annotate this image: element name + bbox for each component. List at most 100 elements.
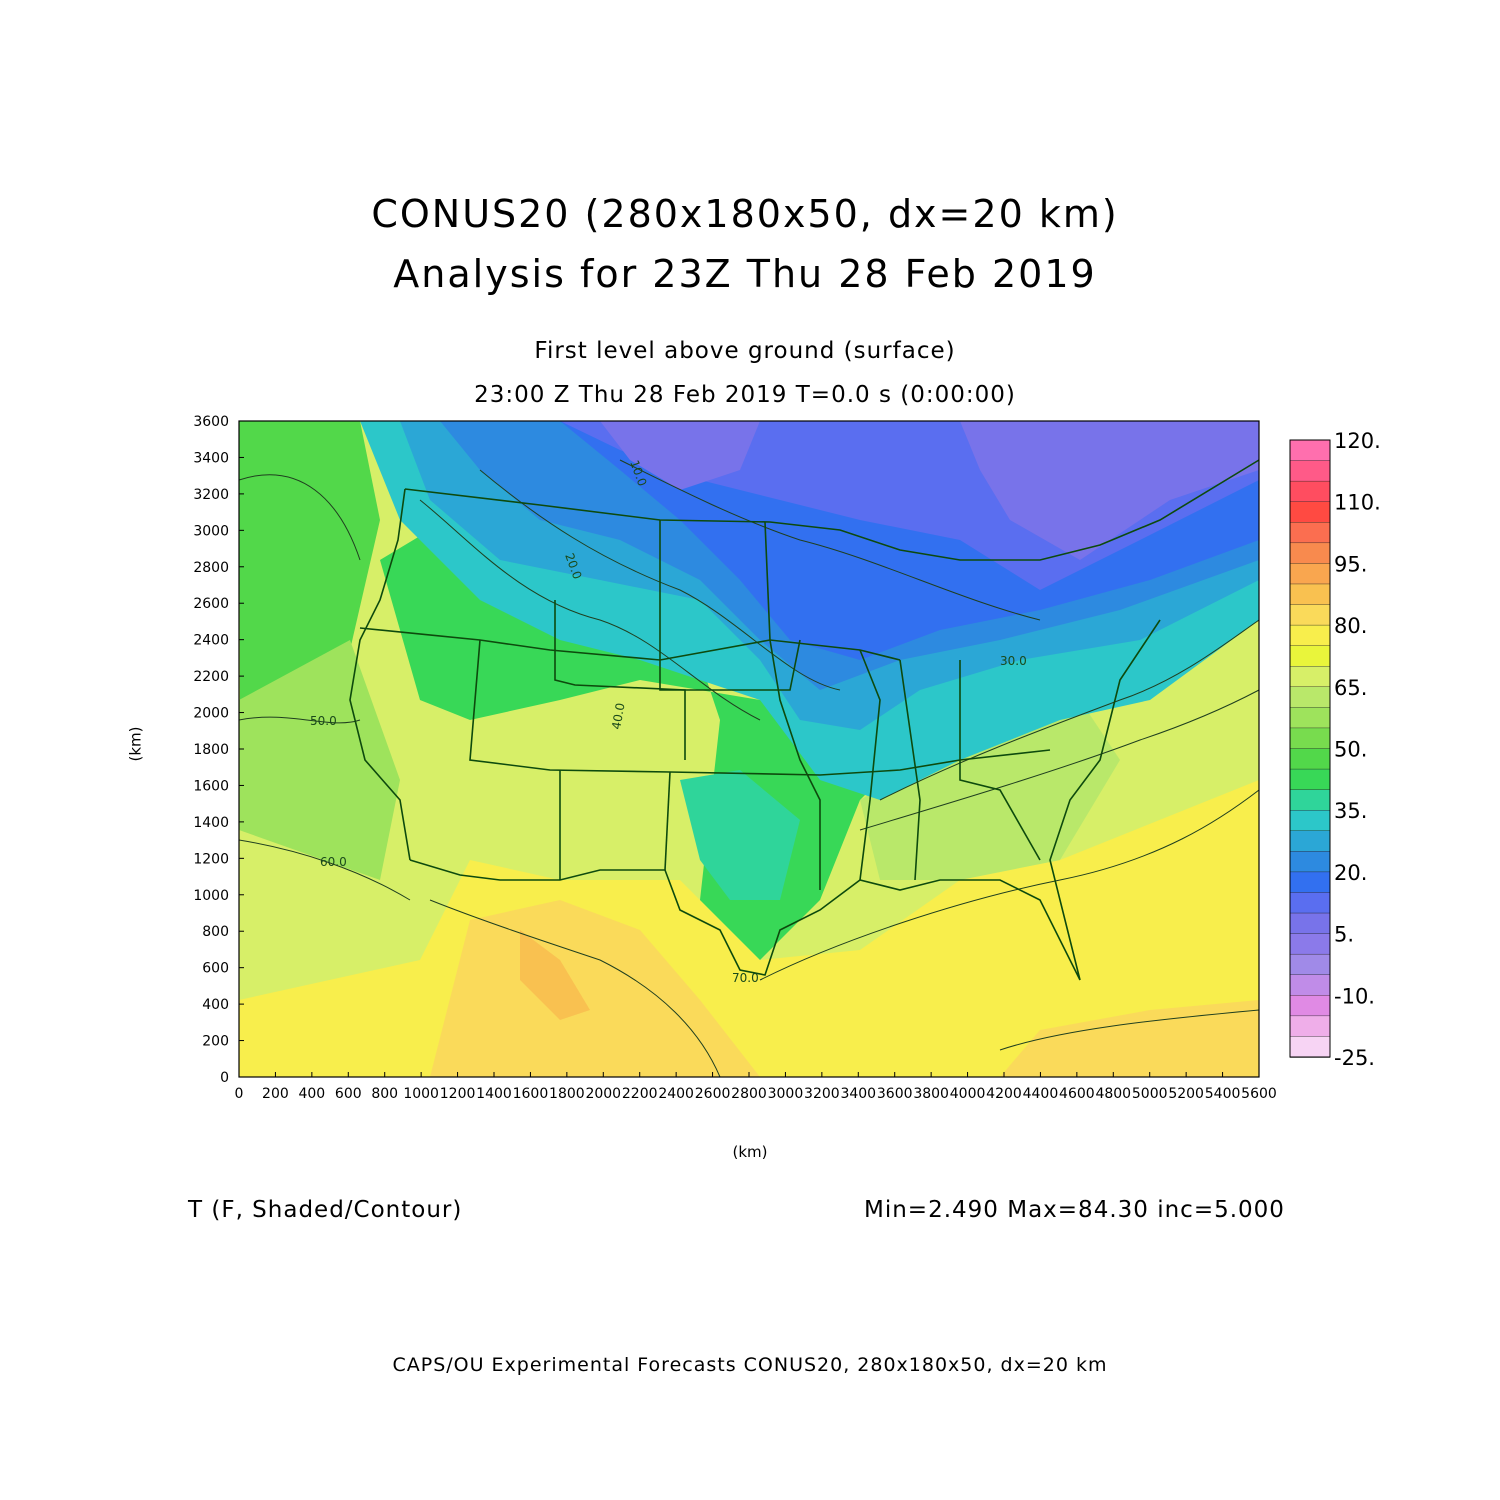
colorbar-swatch bbox=[1289, 563, 1331, 585]
x-tick-label: 1600 bbox=[513, 1086, 549, 1102]
y-tick-label: 2400 bbox=[193, 633, 229, 649]
x-tick-label: 2400 bbox=[658, 1086, 694, 1102]
colorbar-swatch bbox=[1289, 995, 1331, 1017]
y-tick-label: 600 bbox=[202, 961, 229, 977]
y-tick-label: 200 bbox=[202, 1034, 229, 1050]
contour-label: 60.0 bbox=[320, 855, 347, 869]
temperature-field: 10.0 20.0 30.0 40.0 50.0 60.0 70.0 bbox=[239, 421, 1259, 1077]
x-tick-label: 0 bbox=[235, 1086, 244, 1102]
colorbar-swatch bbox=[1289, 851, 1331, 873]
colorbar-swatch bbox=[1289, 1015, 1331, 1038]
colorbar-swatch bbox=[1289, 871, 1331, 894]
y-tick-label: 3000 bbox=[193, 523, 229, 539]
y-tick-label: 1400 bbox=[193, 815, 229, 831]
colorbar-label: 80. bbox=[1334, 614, 1367, 638]
x-tick-label: 3400 bbox=[840, 1086, 876, 1102]
colorbar-swatch bbox=[1289, 666, 1331, 688]
colorbar-label: 120. bbox=[1334, 429, 1381, 453]
colorbar-swatch bbox=[1289, 707, 1331, 729]
colorbar-label: 65. bbox=[1334, 676, 1367, 700]
level-subtitle: First level above ground (surface) bbox=[534, 338, 956, 364]
plot-title-time: Analysis for 23Z Thu 28 Feb 2019 bbox=[393, 252, 1097, 296]
x-axis-label: (km) bbox=[732, 1143, 768, 1161]
colorbar-swatch bbox=[1289, 953, 1331, 976]
colorbar-swatch bbox=[1289, 686, 1331, 709]
colorbar: 120. 110. 95. 80. 65. 50. 35. 20. 5. -10. -25. bbox=[1289, 429, 1381, 1070]
x-tick-label: 1000 bbox=[403, 1086, 439, 1102]
colorbar-swatch bbox=[1289, 789, 1331, 811]
y-tick-label: 1000 bbox=[193, 888, 229, 904]
colorbar-label: 20. bbox=[1334, 861, 1367, 885]
y-axis-ticks: 0 200 400 600 800 1000 1200 1400 1600 1800 2000 220… bbox=[193, 414, 244, 1086]
colorbar-swatch bbox=[1289, 645, 1331, 667]
y-axis-label: (km) bbox=[126, 726, 145, 762]
y-tick-label: 2800 bbox=[193, 560, 229, 576]
x-tick-label: 5200 bbox=[1168, 1086, 1204, 1102]
plot-title: CONUS20 (280x180x50, dx=20 km) bbox=[371, 192, 1119, 236]
x-tick-label: 1800 bbox=[549, 1086, 585, 1102]
x-tick-label: 5600 bbox=[1241, 1086, 1277, 1102]
colorbar-swatch bbox=[1289, 583, 1331, 606]
y-tick-label: 1800 bbox=[193, 742, 229, 758]
contour-label: 70.0 bbox=[732, 971, 759, 985]
y-tick-label: 400 bbox=[202, 997, 229, 1013]
colorbar-swatch bbox=[1289, 830, 1331, 853]
min-max-stats: Min=2.490 Max=84.30 inc=5.000 bbox=[864, 1197, 1285, 1223]
y-tick-label: 3400 bbox=[193, 450, 229, 466]
colorbar-label: 35. bbox=[1334, 799, 1367, 823]
x-tick-label: 1200 bbox=[440, 1086, 476, 1102]
x-tick-label: 2800 bbox=[731, 1086, 767, 1102]
x-axis-ticks: 0 200 400 600 800 1000 1200 1400 1600 1800 2000 220… bbox=[235, 1072, 1277, 1102]
colorbar-swatch bbox=[1289, 439, 1331, 462]
colorbar-swatch bbox=[1289, 480, 1331, 503]
y-tick-label: 0 bbox=[220, 1070, 229, 1086]
x-tick-label: 2200 bbox=[622, 1086, 658, 1102]
x-tick-label: 200 bbox=[262, 1086, 289, 1102]
colorbar-label: 95. bbox=[1334, 552, 1367, 576]
colorbar-swatch bbox=[1289, 460, 1331, 482]
x-tick-label: 4000 bbox=[950, 1086, 986, 1102]
y-tick-label: 2200 bbox=[193, 669, 229, 685]
y-tick-label: 1200 bbox=[193, 851, 229, 867]
x-tick-label: 4200 bbox=[986, 1086, 1022, 1102]
colorbar-swatch bbox=[1289, 604, 1331, 626]
colorbar-swatch bbox=[1289, 727, 1331, 750]
colorbar-swatch bbox=[1289, 542, 1331, 565]
footer-credit: CAPS/OU Experimental Forecasts CONUS20, … bbox=[392, 1354, 1108, 1376]
x-tick-label: 2000 bbox=[585, 1086, 621, 1102]
colorbar-swatch bbox=[1289, 912, 1331, 935]
time-subtitle: 23:00 Z Thu 28 Feb 2019 T=0.0 s (0:00:00… bbox=[474, 382, 1016, 408]
contour-label: 30.0 bbox=[1000, 654, 1027, 668]
y-tick-label: 3600 bbox=[193, 414, 229, 430]
x-tick-label: 3000 bbox=[768, 1086, 804, 1102]
x-tick-label: 3800 bbox=[913, 1086, 949, 1102]
x-tick-label: 5400 bbox=[1205, 1086, 1241, 1102]
colorbar-label: -25. bbox=[1334, 1046, 1375, 1070]
colorbar-frame bbox=[1289, 439, 1331, 1058]
colorbar-swatch bbox=[1289, 1036, 1331, 1058]
y-tick-label: 2000 bbox=[193, 706, 229, 722]
x-tick-label: 800 bbox=[371, 1086, 398, 1102]
x-tick-label: 4400 bbox=[1023, 1086, 1059, 1102]
x-tick-label: 3200 bbox=[804, 1086, 840, 1102]
x-tick-label: 2600 bbox=[695, 1086, 731, 1102]
y-tick-label: 2600 bbox=[193, 596, 229, 612]
colorbar-swatch bbox=[1289, 768, 1331, 791]
colorbar-label: 50. bbox=[1334, 738, 1367, 762]
colorbar-label: -10. bbox=[1334, 984, 1375, 1008]
colorbar-label: 5. bbox=[1334, 923, 1354, 947]
x-tick-label: 4600 bbox=[1059, 1086, 1095, 1102]
contour-label: 50.0 bbox=[310, 714, 337, 728]
x-tick-label: 400 bbox=[298, 1086, 325, 1102]
x-tick-label: 1400 bbox=[476, 1086, 512, 1102]
x-tick-label: 4800 bbox=[1095, 1086, 1131, 1102]
colorbar-swatch bbox=[1289, 501, 1331, 523]
colorbar-swatch bbox=[1289, 810, 1331, 832]
contour-label: 40.0 bbox=[609, 702, 627, 731]
colorbar-label: 110. bbox=[1334, 491, 1381, 515]
variable-label: T (F, Shaded/Contour) bbox=[188, 1197, 463, 1223]
y-tick-label: 3200 bbox=[193, 487, 229, 503]
x-tick-label: 600 bbox=[335, 1086, 362, 1102]
y-tick-label: 800 bbox=[202, 924, 229, 940]
